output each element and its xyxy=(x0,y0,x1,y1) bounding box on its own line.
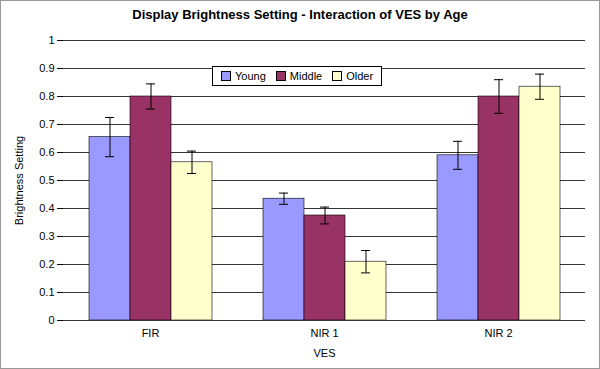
svg-text:0.6: 0.6 xyxy=(39,146,54,158)
svg-text:0.1: 0.1 xyxy=(39,286,54,298)
html-text:Older: Older xyxy=(346,70,374,82)
svg-text:0.8: 0.8 xyxy=(39,90,54,102)
svg-text:0.3: 0.3 xyxy=(39,230,54,242)
svg-text:FIR: FIR xyxy=(142,327,160,339)
html-text:Young: Young xyxy=(235,70,266,82)
svg-text:0.5: 0.5 xyxy=(39,174,54,186)
svg-text:VES: VES xyxy=(313,347,335,359)
svg-text:0.9: 0.9 xyxy=(39,62,54,74)
svg-text:0.7: 0.7 xyxy=(39,118,54,130)
html-text:Display Brightness Setting - I: Display Brightness Setting - Interaction… xyxy=(132,7,468,22)
svg-text:0.2: 0.2 xyxy=(39,258,54,270)
svg-text:NIR 2: NIR 2 xyxy=(484,327,512,339)
svg-text:Brightness Setting: Brightness Setting xyxy=(13,136,25,225)
svg-text:NIR 1: NIR 1 xyxy=(310,327,338,339)
svg-text:0: 0 xyxy=(48,314,54,326)
svg-text:0.4: 0.4 xyxy=(39,202,54,214)
html-text:Middle: Middle xyxy=(289,70,323,82)
svg-text:1: 1 xyxy=(48,34,54,46)
